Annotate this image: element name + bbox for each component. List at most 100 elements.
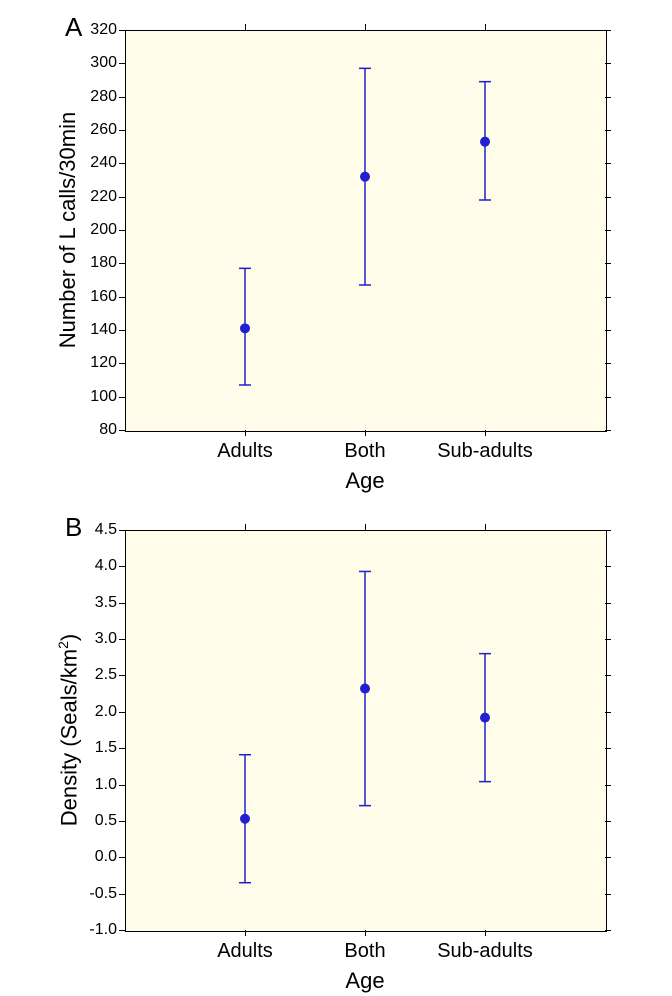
ytick-right <box>605 785 611 786</box>
ytick-label: 1.5 <box>75 739 117 757</box>
xtick-label: Adults <box>217 440 273 463</box>
xtick <box>365 430 366 436</box>
ytick-label: 180 <box>75 254 117 272</box>
xtick-label: Adults <box>217 940 273 963</box>
ytick <box>119 821 125 822</box>
data-point <box>240 323 250 333</box>
xtick-top <box>485 24 486 30</box>
data-point <box>360 684 370 694</box>
ytick-right <box>605 566 611 567</box>
ytick <box>119 330 125 331</box>
ytick-label: 140 <box>75 321 117 339</box>
xtick <box>365 930 366 936</box>
ytick <box>119 30 125 31</box>
ytick-right <box>605 894 611 895</box>
ytick-right <box>605 821 611 822</box>
ytick <box>119 130 125 131</box>
ytick <box>119 63 125 64</box>
ytick-right <box>605 639 611 640</box>
data-point <box>480 137 490 147</box>
ytick-right <box>605 748 611 749</box>
ytick-right <box>605 263 611 264</box>
panel-b-svg <box>125 530 605 930</box>
ytick-label: -1.0 <box>75 921 117 939</box>
ytick <box>119 894 125 895</box>
ytick-label: 160 <box>75 288 117 306</box>
ytick-label: 2.0 <box>75 703 117 721</box>
ytick-label: 260 <box>75 121 117 139</box>
ytick-right <box>605 163 611 164</box>
xtick <box>485 930 486 936</box>
ytick <box>119 197 125 198</box>
panel-b-ylabel: Density (Seals/km2) <box>55 530 82 930</box>
ytick-right <box>605 197 611 198</box>
ytick-right <box>605 63 611 64</box>
ytick <box>119 603 125 604</box>
ytick-label: 4.0 <box>75 557 117 575</box>
ytick <box>119 566 125 567</box>
ytick-right <box>605 397 611 398</box>
xtick-top <box>365 524 366 530</box>
ytick-label: -0.5 <box>75 885 117 903</box>
ytick-label: 3.5 <box>75 594 117 612</box>
ytick-right <box>605 857 611 858</box>
xtick-top <box>365 24 366 30</box>
ytick-label: 3.0 <box>75 630 117 648</box>
ytick-right <box>605 297 611 298</box>
ytick-label: 2.5 <box>75 666 117 684</box>
ytick-right <box>605 603 611 604</box>
ytick-right <box>605 712 611 713</box>
ytick <box>119 97 125 98</box>
ytick <box>119 675 125 676</box>
ytick-right <box>605 330 611 331</box>
ytick-label: 220 <box>75 188 117 206</box>
ytick <box>119 748 125 749</box>
xtick-label: Sub-adults <box>437 940 533 963</box>
data-point <box>360 172 370 182</box>
xtick <box>245 930 246 936</box>
ytick-right <box>605 675 611 676</box>
ytick-right <box>605 130 611 131</box>
xtick-top <box>245 24 246 30</box>
xtick <box>245 430 246 436</box>
ytick-right <box>605 97 611 98</box>
ytick-right <box>605 30 611 31</box>
panel-a-svg <box>125 30 605 430</box>
ytick <box>119 530 125 531</box>
ytick <box>119 930 125 931</box>
figure-container: A Number of L calls/30min Age B Density … <box>0 0 672 996</box>
xtick <box>485 430 486 436</box>
data-point <box>480 713 490 723</box>
ytick-label: 100 <box>75 388 117 406</box>
ytick-label: 0.5 <box>75 812 117 830</box>
ytick-label: 200 <box>75 221 117 239</box>
ytick <box>119 263 125 264</box>
xtick-top <box>485 524 486 530</box>
ytick-right <box>605 930 611 931</box>
ytick <box>119 639 125 640</box>
ytick <box>119 297 125 298</box>
panel-a-xlabel: Age <box>125 468 605 494</box>
ytick-label: 0.0 <box>75 848 117 866</box>
panel-b-xlabel: Age <box>125 968 605 994</box>
data-point <box>240 814 250 824</box>
ytick <box>119 712 125 713</box>
xtick-label: Both <box>344 440 385 463</box>
ytick-label: 1.0 <box>75 776 117 794</box>
ytick <box>119 785 125 786</box>
ytick-label: 320 <box>75 21 117 39</box>
xtick-label: Sub-adults <box>437 440 533 463</box>
ytick-label: 240 <box>75 154 117 172</box>
ytick <box>119 163 125 164</box>
ytick-right <box>605 363 611 364</box>
ytick-label: 280 <box>75 88 117 106</box>
ytick-label: 300 <box>75 54 117 72</box>
ytick-label: 120 <box>75 354 117 372</box>
ytick-label: 4.5 <box>75 521 117 539</box>
ytick <box>119 363 125 364</box>
ytick-label: 80 <box>75 421 117 439</box>
ytick-right <box>605 230 611 231</box>
ytick-right <box>605 530 611 531</box>
xtick-top <box>245 524 246 530</box>
ytick <box>119 230 125 231</box>
